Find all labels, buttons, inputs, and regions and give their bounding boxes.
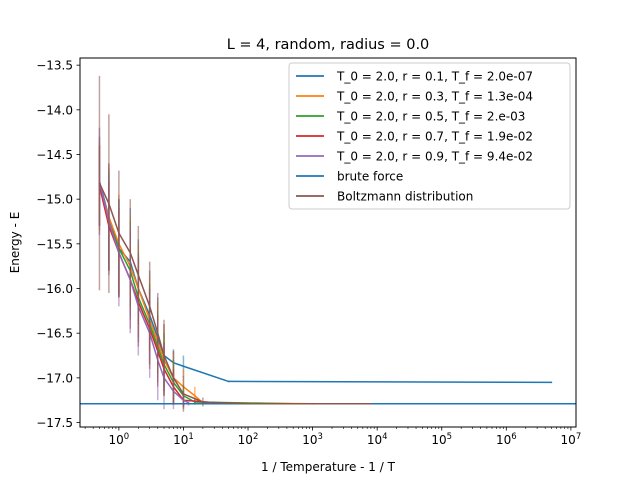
data-point (156, 332, 159, 334)
data-point (550, 381, 553, 384)
legend-entry: T_0 = 2.0, r = 0.7, T_f = 1.9e-02 (336, 129, 533, 143)
data-point (163, 354, 165, 357)
series-line (98, 182, 371, 405)
legend-entry: T_0 = 2.0, r = 0.9, T_f = 9.4e-02 (336, 149, 533, 163)
data-point (311, 402, 314, 405)
y-tick-label: −17.0 (36, 371, 73, 385)
legend-entry: T_0 = 2.0, r = 0.3, T_f = 1.3e-04 (336, 89, 533, 103)
series-layer (80, 75, 576, 412)
data-point (194, 394, 196, 397)
legend: T_0 = 2.0, r = 0.1, T_f = 2.0e-07 T_0 = 2… (288, 62, 571, 210)
x-tick-label: 101 (173, 432, 194, 447)
x-tick-label: 103 (302, 432, 323, 447)
data-point (202, 401, 204, 403)
data-point (129, 251, 132, 254)
x-tick-label: 105 (431, 432, 452, 447)
y-tick-label: −16.0 (36, 282, 73, 296)
data-point (370, 402, 372, 405)
y-tick-label: −17.5 (36, 416, 73, 430)
data-point (182, 365, 185, 368)
legend-entry: Boltzmann distribution (337, 189, 473, 203)
chart-title: L = 4, random, radius = 0.0 (227, 37, 430, 53)
legend-entry: T_0 = 2.0, r = 0.5, T_f = 2.e-03 (336, 109, 525, 123)
data-point (118, 232, 120, 234)
x-axis-label: 1 / Temperature - 1 / T (261, 460, 396, 474)
data-point (137, 274, 140, 276)
y-tick-label: −15.0 (36, 193, 73, 207)
series-6 (98, 75, 372, 412)
data-point (172, 377, 175, 379)
y-tick-label: −14.0 (36, 103, 73, 117)
plot-frame (79, 57, 577, 428)
x-tick-label: 100 (109, 432, 130, 447)
y-axis-label: Energy - E (8, 212, 22, 274)
y-tick-label: −16.5 (36, 327, 73, 341)
data-point (227, 380, 230, 383)
data-point (108, 202, 110, 205)
legend-entry: brute force (337, 169, 403, 183)
data-point (98, 182, 101, 184)
x-tick-label: 104 (367, 432, 388, 447)
data-point (247, 402, 249, 405)
x-tick-label: 106 (496, 432, 517, 447)
x-tick-label: 107 (561, 432, 582, 447)
y-tick-label: −13.5 (36, 59, 73, 73)
legend-entry: T_0 = 2.0, r = 0.1, T_f = 2.0e-07 (336, 69, 533, 83)
y-tick-label: −15.5 (36, 237, 73, 251)
plot-area (80, 75, 576, 412)
series-line (98, 185, 294, 405)
data-point (148, 305, 151, 308)
y-tick-label: −14.5 (36, 148, 73, 162)
legend-box (288, 62, 571, 210)
data-point (182, 393, 185, 395)
x-tick-label: 102 (238, 432, 259, 447)
